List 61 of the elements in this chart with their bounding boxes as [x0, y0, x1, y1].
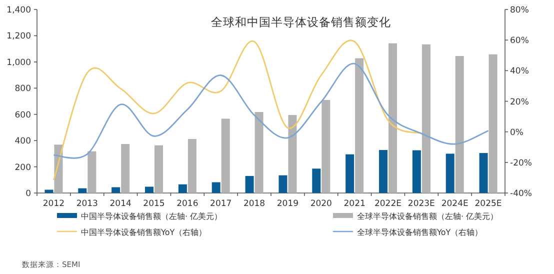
bar	[312, 168, 321, 193]
bar	[221, 118, 230, 193]
bar	[145, 186, 154, 193]
bar	[245, 176, 254, 193]
bar	[479, 153, 488, 193]
bar	[388, 43, 397, 193]
x-tick-label: 2013	[76, 199, 98, 209]
bar	[112, 187, 120, 193]
bar	[446, 154, 454, 193]
y-tick-label: 600	[14, 110, 31, 120]
bar	[412, 150, 421, 193]
x-tick-label: 2024E	[441, 199, 468, 209]
legend-label: 全球半导体设备销售额（左轴· 亿美元）	[357, 212, 498, 221]
bar	[44, 190, 54, 193]
bar	[379, 150, 388, 193]
bar	[154, 145, 163, 193]
x-tick-label: 2012	[42, 199, 65, 209]
bar	[422, 44, 430, 193]
y-tick-label: 200	[14, 162, 31, 173]
x-tick-label: 2018	[243, 199, 266, 209]
x-tick-label: 2017	[210, 199, 232, 209]
y2-tick-label: 40%	[510, 66, 529, 77]
y-tick-label: 0	[26, 189, 31, 199]
y2-tick-label: 20%	[510, 97, 529, 108]
y-tick-label: 400	[14, 136, 31, 147]
bar	[178, 184, 187, 193]
text: 全球和中国半导体设备销售额变化	[211, 15, 391, 29]
bar	[455, 56, 464, 193]
bar	[288, 115, 297, 193]
y2-tick-label: 60%	[510, 36, 529, 46]
bar	[121, 144, 130, 193]
x-tick-label: 2016	[176, 199, 198, 209]
y2-tick-label: 80%	[510, 6, 529, 16]
legend-label: 中国半导体设备销售额YoY（右轴）	[81, 228, 207, 237]
bar	[212, 182, 220, 193]
bar	[88, 151, 96, 193]
y2-tick-label: -20%	[510, 158, 532, 168]
bar	[254, 112, 264, 193]
legend-label: 中国半导体设备销售额（左轴· 亿美元）	[81, 212, 222, 221]
y-tick-label: 1,000	[6, 58, 31, 68]
x-tick-label: 2023E	[408, 199, 435, 209]
y-tick-label: 1,200	[6, 32, 31, 42]
bar	[278, 175, 288, 193]
y-tick-label: 800	[14, 84, 31, 94]
bar	[78, 188, 87, 193]
bar	[188, 139, 196, 193]
x-tick-label: 2021	[344, 199, 366, 209]
bar	[346, 154, 354, 193]
legend-label: 全球半导体设备销售额YoY（右轴）	[357, 228, 483, 237]
bar	[322, 100, 330, 193]
x-tick-label: 2020	[310, 199, 332, 209]
x-tick-label: 2022E	[374, 199, 402, 209]
x-tick-label: 2014	[110, 199, 132, 209]
y2-tick-label: 0%	[510, 128, 524, 138]
bar	[488, 54, 498, 193]
y2-tick-label: -40%	[510, 189, 532, 199]
y-tick-label: 1,400	[6, 6, 31, 16]
x-tick-label: 2015	[143, 199, 165, 209]
x-tick-label: 2025E	[474, 199, 502, 209]
bar	[355, 58, 364, 193]
x-tick-label: 2019	[276, 199, 299, 209]
